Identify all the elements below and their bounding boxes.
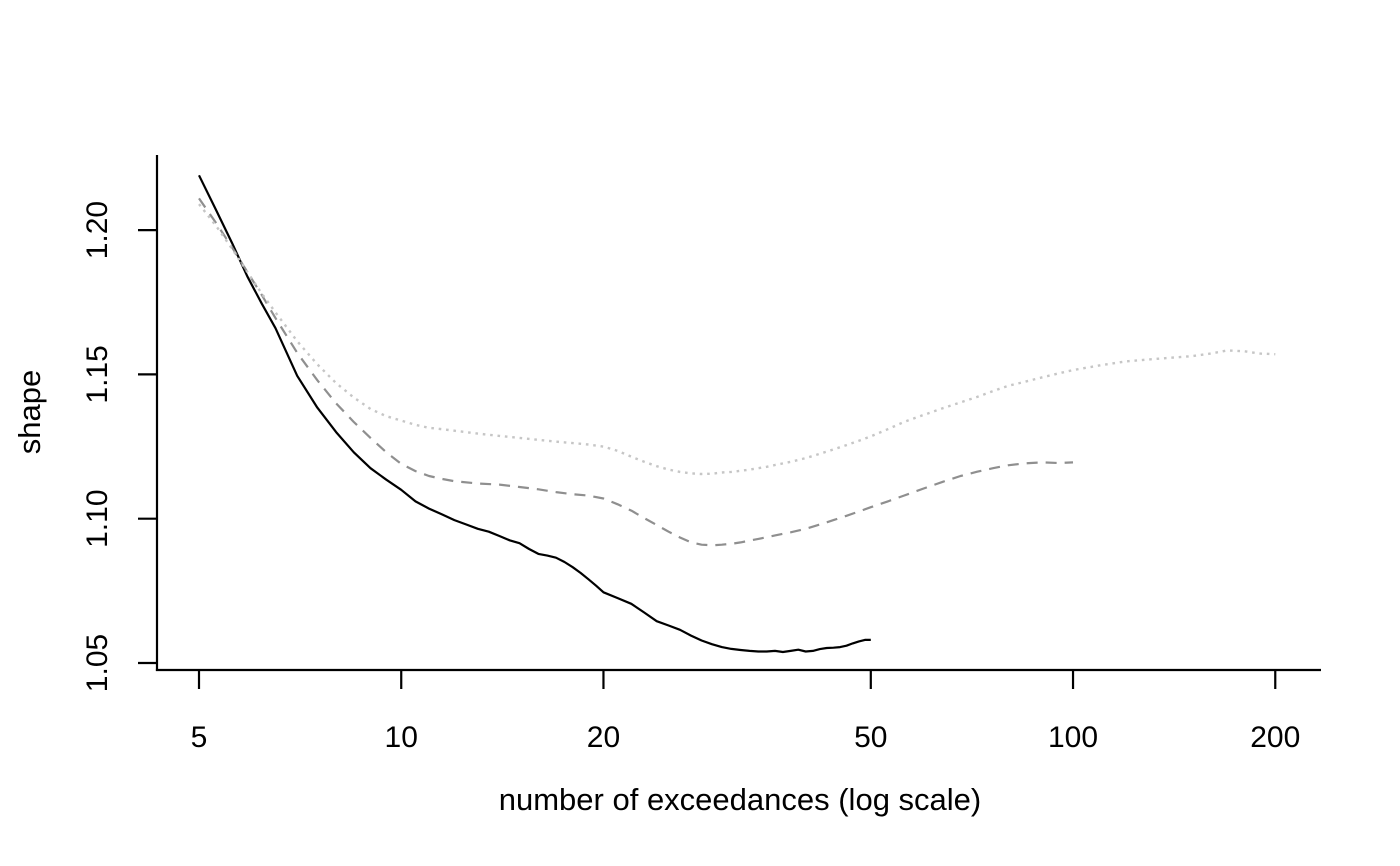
x-tick-label: 100 [1048,721,1098,754]
x-tick-label: 200 [1250,721,1300,754]
y-tick-label: 1.15 [81,345,114,403]
x-axis-ticks: 5 10 20 50 100 200 [191,670,1300,754]
series-line-solid [198,174,871,654]
x-tick-label: 20 [587,721,620,754]
x-axis-title: number of exceedances (log scale) [499,782,981,817]
y-tick-label: 1.20 [81,201,114,259]
y-tick-label: 1.05 [81,634,114,692]
series-line-dotted [198,203,1276,476]
y-axis-ticks: 1.05 1.10 1.15 1.20 [81,201,157,692]
x-tick-label: 50 [854,721,887,754]
series-curves [198,174,1276,654]
x-tick-label: 5 [191,721,208,754]
y-tick-label: 1.10 [81,490,114,548]
y-axis-title: shape [12,370,47,454]
x-tick-label: 10 [385,721,418,754]
series-line-dashed [198,197,1074,547]
